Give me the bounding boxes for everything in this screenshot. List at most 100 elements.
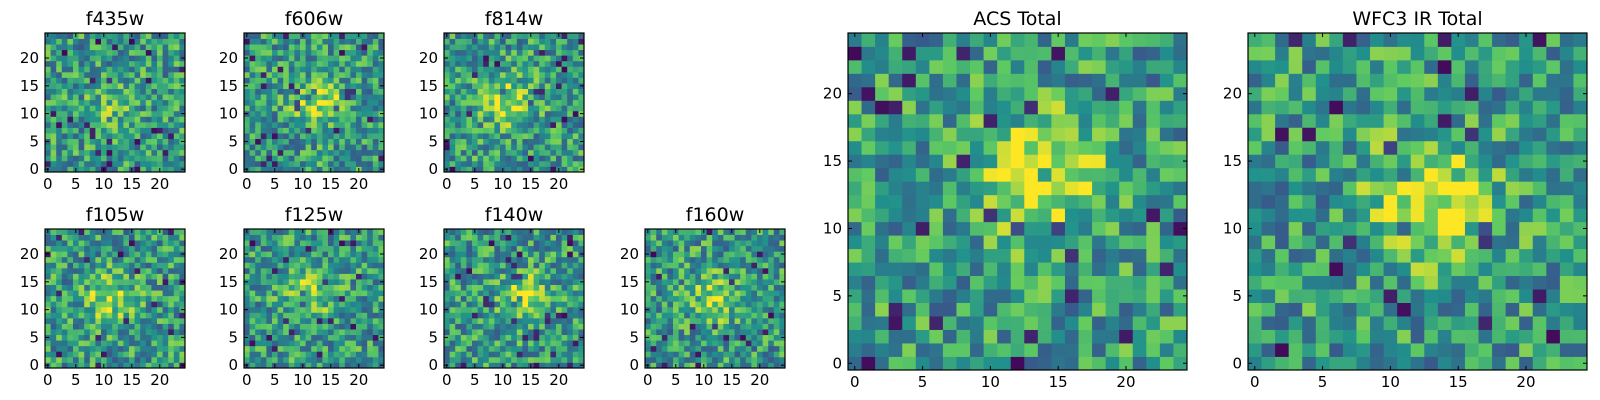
heatmap-cell: [288, 83, 295, 89]
heatmap-cell: [455, 121, 462, 128]
heatmap-cell: [1132, 221, 1147, 236]
heatmap-cell: [539, 133, 546, 140]
heatmap-cell: [650, 351, 657, 358]
heatmap-cell: [106, 267, 113, 274]
heatmap-cell: [56, 55, 63, 62]
heatmap-cell: [266, 77, 273, 84]
heatmap-cell: [372, 88, 379, 95]
heatmap-cell: [539, 234, 546, 241]
heatmap-cell: [283, 133, 290, 140]
heatmap-cell: [740, 267, 747, 274]
heatmap-cell: [522, 345, 529, 352]
heatmap-cell: [162, 49, 169, 56]
heatmap-cell: [472, 77, 478, 84]
heatmap-cell: [328, 160, 334, 167]
heatmap-cell: [567, 334, 574, 341]
heatmap-cell: [567, 133, 574, 140]
heatmap-cell: [539, 290, 546, 297]
heatmap-cell: [316, 329, 323, 336]
heatmap-cell: [344, 71, 351, 78]
heatmap-cell: [260, 38, 267, 45]
heatmap-cell: [367, 166, 374, 173]
heatmap-cell: [67, 94, 74, 101]
heatmap-cell: [773, 351, 780, 358]
heatmap-cell: [650, 317, 657, 324]
heatmap-cell: [283, 329, 290, 336]
heatmap-cell: [123, 301, 130, 308]
heatmap-cell: [751, 362, 758, 369]
heatmap-cell: [1051, 356, 1066, 371]
heatmap-cell: [277, 306, 284, 313]
heatmap-cell: [123, 256, 130, 263]
heatmap-cell: [1051, 302, 1066, 317]
heatmap-cell: [311, 121, 318, 128]
heatmap-cell: [277, 49, 284, 56]
heatmap-cell: [288, 110, 295, 117]
heatmap-cell: [500, 234, 506, 241]
heatmap-cell: [123, 245, 130, 252]
heatmap-cell: [997, 221, 1012, 236]
heatmap-cell: [328, 301, 334, 308]
heatmap-cell: [460, 301, 467, 308]
heatmap-cell: [656, 306, 663, 313]
heatmap-cell: [157, 55, 163, 62]
heatmap-cell: [528, 38, 534, 45]
x-tick-label: 5: [71, 371, 81, 389]
heatmap-cell: [300, 44, 306, 51]
heatmap-cell: [533, 362, 540, 369]
heatmap-cell: [249, 144, 256, 151]
heatmap-cell: [773, 284, 780, 291]
heatmap-cell: [95, 306, 102, 313]
heatmap-cell: [249, 110, 256, 117]
heatmap-cell: [129, 66, 135, 73]
heatmap-cell: [249, 356, 256, 363]
heatmap-cell: [101, 262, 107, 269]
heatmap-cell: [929, 208, 944, 223]
heatmap-cell: [162, 267, 169, 274]
heatmap-cell: [723, 251, 730, 258]
heatmap-cell: [244, 121, 250, 128]
heatmap-cell: [734, 245, 741, 252]
heatmap-cell: [78, 323, 85, 330]
heatmap-cell: [266, 166, 273, 173]
heatmap-cell: [78, 83, 85, 89]
heatmap-cell: [516, 267, 523, 274]
heatmap-cell: [84, 105, 91, 112]
heatmap-cell: [505, 121, 512, 128]
heatmap-cell: [367, 306, 374, 313]
heatmap-cell: [488, 240, 495, 247]
heatmap-cell: [277, 60, 284, 67]
heatmap-cell: [378, 94, 385, 101]
heatmap-cell: [449, 301, 456, 308]
heatmap-cell: [294, 155, 301, 162]
heatmap-cell: [361, 273, 368, 280]
heatmap-cell: [466, 83, 473, 89]
heatmap-cell: [650, 262, 657, 269]
heatmap-cell: [350, 229, 357, 235]
heatmap-cell: [339, 38, 346, 45]
heatmap-cell: [173, 33, 180, 39]
heatmap-cell: [61, 340, 68, 347]
heatmap-cell: [50, 66, 57, 73]
heatmap-cell: [673, 340, 679, 347]
x-tick-label: 10: [94, 371, 113, 389]
heatmap-cell: [350, 133, 357, 140]
heatmap-cell: [173, 340, 180, 347]
heatmap-cell: [706, 312, 713, 319]
heatmap-cell: [244, 66, 250, 73]
heatmap-cell: [522, 279, 529, 285]
x-tick-label: 0: [442, 371, 452, 389]
heatmap-cell: [561, 329, 568, 336]
heatmap-cell: [117, 323, 124, 330]
heatmap-cell: [455, 245, 462, 252]
heatmap-cell: [288, 66, 295, 73]
heatmap-cell: [757, 329, 763, 336]
heatmap-cell: [140, 262, 147, 269]
heatmap-cell: [706, 279, 713, 285]
heatmap-cell: [678, 334, 685, 341]
heatmap-cell: [729, 267, 735, 274]
y-tick-label: 20: [419, 245, 438, 263]
heatmap-cell: [61, 149, 68, 156]
heatmap-cell: [757, 301, 763, 308]
heatmap-cell: [89, 356, 96, 363]
